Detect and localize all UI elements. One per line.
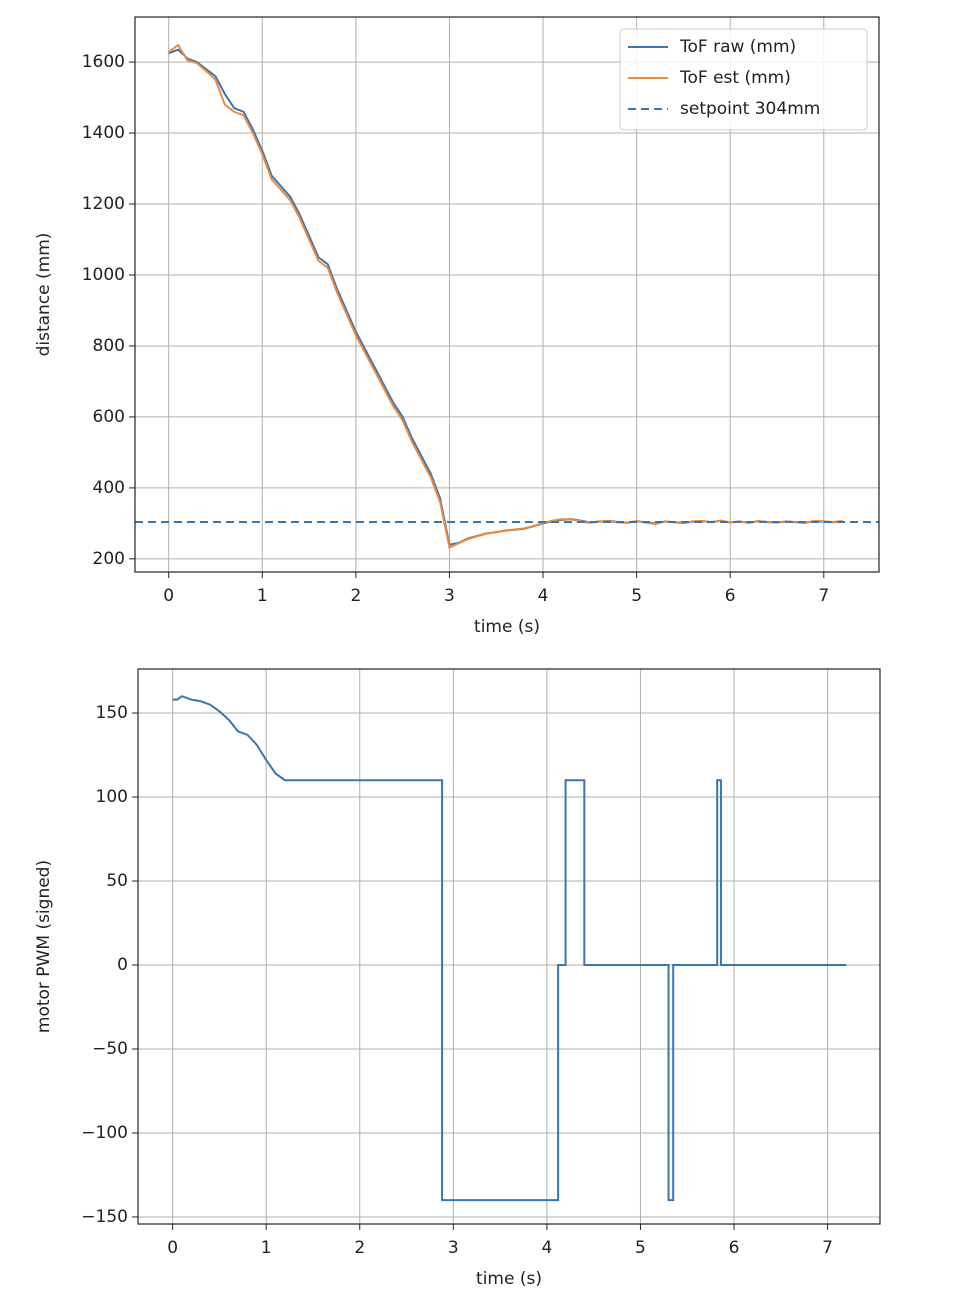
x-tick-label: 7 bbox=[818, 586, 829, 606]
y-tick-label: −100 bbox=[81, 1123, 128, 1143]
y-axis-label: motor PWM (signed) bbox=[34, 860, 54, 1033]
y-tick-label: −150 bbox=[81, 1207, 128, 1227]
y-tick-label: 1000 bbox=[82, 265, 125, 285]
data-line bbox=[172, 695, 847, 1202]
legend-label: setpoint 304mm bbox=[680, 99, 820, 119]
x-tick-label: 4 bbox=[541, 1238, 552, 1258]
legend-label: ToF est (mm) bbox=[679, 68, 791, 88]
y-tick-label: 200 bbox=[93, 549, 125, 569]
y-tick-label: −50 bbox=[92, 1039, 128, 1059]
x-tick-label: 6 bbox=[729, 1238, 740, 1258]
y-tick-label: 50 bbox=[106, 871, 128, 891]
y-tick-label: 800 bbox=[93, 336, 125, 356]
x-tick-label: 0 bbox=[167, 1238, 178, 1258]
y-tick-label: 100 bbox=[96, 787, 128, 807]
y-tick-label: 600 bbox=[93, 407, 125, 427]
x-tick-label: 5 bbox=[631, 586, 642, 606]
plot-frame bbox=[137, 668, 881, 1225]
x-tick-label: 5 bbox=[635, 1238, 646, 1258]
plot-frame bbox=[134, 16, 880, 573]
x-axis-label: time (s) bbox=[474, 617, 540, 637]
x-tick-label: 4 bbox=[538, 586, 549, 606]
y-tick-label: 0 bbox=[117, 955, 128, 975]
y-tick-label: 150 bbox=[96, 703, 128, 723]
x-tick-label: 3 bbox=[448, 1238, 459, 1258]
x-tick-label: 0 bbox=[163, 586, 174, 606]
x-tick-label: 7 bbox=[822, 1238, 833, 1258]
x-tick-label: 1 bbox=[257, 586, 268, 606]
x-tick-label: 2 bbox=[350, 586, 361, 606]
y-tick-label: 400 bbox=[93, 478, 125, 498]
x-tick-label: 2 bbox=[354, 1238, 365, 1258]
y-tick-label: 1400 bbox=[82, 123, 125, 143]
legend-label: ToF raw (mm) bbox=[679, 37, 796, 57]
x-tick-label: 3 bbox=[444, 586, 455, 606]
y-axis-label: distance (mm) bbox=[34, 233, 54, 357]
x-axis-label: time (s) bbox=[476, 1269, 542, 1289]
y-tick-label: 1600 bbox=[82, 52, 125, 72]
x-tick-label: 6 bbox=[725, 586, 736, 606]
data-line bbox=[168, 43, 843, 549]
legend-box bbox=[619, 28, 868, 131]
x-tick-label: 1 bbox=[261, 1238, 272, 1258]
y-tick-label: 1200 bbox=[82, 194, 125, 214]
